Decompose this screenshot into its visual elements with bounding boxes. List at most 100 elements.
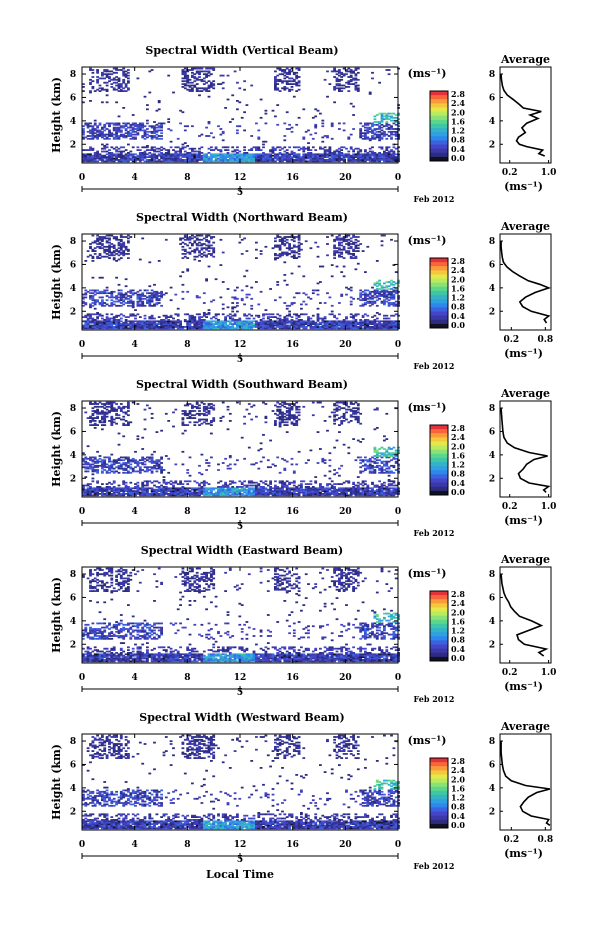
colorbar-swatch: [430, 632, 448, 637]
average-frame: [499, 233, 552, 331]
avg-unit: (ms⁻¹): [504, 180, 543, 193]
colorbar-swatch: [430, 132, 448, 137]
x-tick-label: 0: [395, 173, 401, 183]
colorbar-tick-label: 2.4: [451, 265, 465, 275]
colorbar-swatch: [430, 811, 448, 817]
colorbar-swatch: [430, 595, 448, 600]
avg-x-tick-label: 1.0: [541, 668, 557, 678]
avg-y-tick-label: 4: [489, 451, 495, 461]
average-title: Average: [500, 53, 550, 66]
colorbar-swatch: [430, 786, 448, 792]
colorbar: 2.82.42.01.61.20.80.40.0: [429, 256, 465, 330]
average-profile-line: [500, 741, 551, 826]
colorbar-swatch: [430, 286, 448, 292]
colorbar-tick-label: 2.0: [451, 441, 465, 451]
colorbar-swatch: [430, 807, 448, 812]
y-tick-label: 4: [70, 117, 76, 127]
colorbar-swatch: [430, 274, 448, 280]
y-tick-label: 2: [70, 807, 76, 817]
x-tick-label: 16: [286, 673, 299, 683]
colorbar-swatch: [430, 323, 448, 329]
colorbar-swatch: [430, 111, 448, 117]
colorbar-swatch: [430, 99, 448, 104]
colorbar-swatch: [430, 762, 448, 767]
x-tick-label: 0: [79, 340, 85, 350]
colorbar-frame: [429, 590, 449, 662]
colorbar-swatch: [430, 774, 448, 780]
avg-y-tick-label: 6: [489, 260, 495, 270]
average-title: Average: [500, 387, 550, 400]
panel-3: Spectral Width (Southward Beam) 2 4 6 8 Heigh…: [50, 378, 556, 538]
panel-title: Spectral Width (Southward Beam): [136, 378, 348, 391]
colorbar-swatch: [430, 648, 448, 654]
panel-1: Spectral Width (Vertical Beam) 2 4 6 8 Height…: [50, 44, 556, 204]
avg-y-tick-label: 4: [489, 284, 495, 294]
average-profile-line: [500, 73, 546, 157]
colorbar-swatch: [430, 128, 448, 133]
avg-y-tick-label: 6: [489, 93, 495, 103]
heatmap-cells: [82, 734, 400, 830]
colorbar-swatch: [430, 478, 448, 484]
avg-unit: (ms⁻¹): [504, 847, 543, 860]
colorbar-swatch: [430, 278, 448, 284]
avg-x-tick-label: 0.8: [537, 335, 553, 345]
date-label: Feb 2012: [414, 528, 455, 538]
colorbar-swatch: [430, 258, 448, 263]
colorbar-swatch: [430, 303, 448, 308]
x-tick-label: 0: [395, 840, 401, 850]
avg-y-tick-label: 2: [489, 474, 495, 484]
day-label: 5: [237, 355, 243, 365]
colorbar-swatch: [430, 819, 448, 825]
colorbar-swatch: [430, 262, 448, 267]
x-tick-label: 8: [184, 507, 190, 517]
y-axis-label: Height (km): [50, 244, 63, 320]
panel-4: Spectral Width (Eastward Beam) 2 4 6 8 Height…: [50, 544, 556, 704]
colorbar-tick-label: 2.8: [451, 423, 465, 433]
colorbar-swatch: [430, 823, 448, 829]
x-tick-label: 20: [339, 173, 352, 183]
x-tick-label: 0: [79, 840, 85, 850]
colorbar-swatch: [430, 449, 448, 455]
avg-unit: (ms⁻¹): [504, 347, 543, 360]
colorbar: 2.82.42.01.61.20.80.40.0: [429, 423, 465, 497]
colorbar-swatch: [430, 299, 448, 304]
y-tick-label: 2: [70, 140, 76, 150]
colorbar-tick-label: 1.2: [451, 626, 465, 636]
colorbar-swatch: [430, 433, 448, 438]
x-tick-label: 0: [395, 340, 401, 350]
x-tick-label: 4: [132, 340, 138, 350]
x-tick-label: 16: [286, 840, 299, 850]
colorbar-swatch: [430, 429, 448, 434]
x-tick-label: 20: [339, 507, 352, 517]
colorbar-swatch: [430, 799, 448, 804]
day-label: 5: [237, 188, 243, 198]
colorbar-tick-label: 1.6: [451, 283, 465, 293]
colorbar-swatch: [430, 770, 448, 775]
avg-x-tick-label: 0.2: [502, 168, 518, 178]
colorbar-tick-label: 0.8: [451, 469, 465, 479]
colorbar-swatch: [430, 644, 448, 650]
avg-x-tick-label: 0.2: [502, 502, 518, 512]
colorbar-unit: (ms⁻¹): [408, 67, 447, 80]
colorbar-swatch: [430, 457, 448, 463]
y-tick-label: 4: [70, 284, 76, 294]
x-tick-label: 8: [184, 173, 190, 183]
colorbar-swatch: [430, 290, 448, 296]
y-axis-label: Height (km): [50, 411, 63, 487]
colorbar-swatch: [430, 295, 448, 300]
colorbar-unit: (ms⁻¹): [408, 734, 447, 747]
panel-2: Spectral Width (Northward Beam) 2 4 6 8 Heigh…: [50, 211, 553, 371]
average-profile-line: [500, 407, 551, 493]
colorbar-tick-label: 1.6: [451, 783, 465, 793]
colorbar-swatch: [430, 470, 448, 475]
colorbar-tick-label: 2.4: [451, 765, 465, 775]
colorbar-frame: [429, 757, 449, 829]
colorbar-tick-label: 0.4: [451, 144, 465, 154]
y-tick-label: 4: [70, 784, 76, 794]
colorbar-tick-label: 0.0: [451, 820, 465, 830]
colorbar-tick-label: 0.8: [451, 802, 465, 812]
colorbar-tick-label: 2.8: [451, 89, 465, 99]
day-label: 5: [237, 522, 243, 532]
avg-x-tick-label: 0.2: [502, 668, 518, 678]
